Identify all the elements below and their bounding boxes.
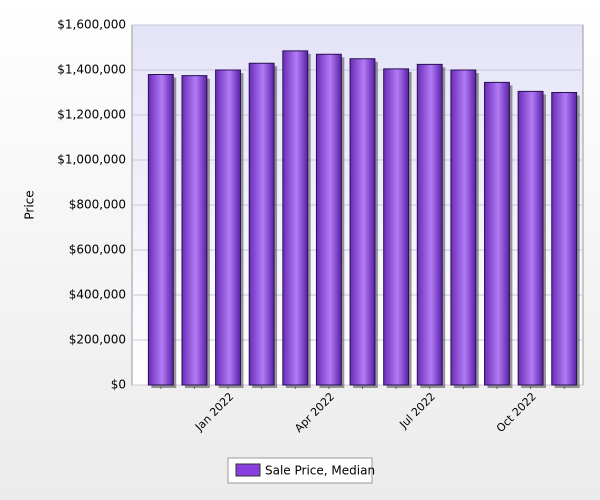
bar	[315, 53, 342, 386]
bar	[248, 62, 275, 386]
y-tick-label: $800,000	[69, 198, 126, 212]
bar	[551, 92, 578, 386]
bar	[349, 58, 376, 386]
y-tick-label: $1,200,000	[57, 108, 126, 122]
legend-swatch	[235, 463, 261, 477]
y-tick-label: $0	[111, 378, 126, 392]
bar	[416, 63, 443, 386]
bar	[181, 75, 208, 386]
legend: Sale Price, Median	[227, 457, 375, 484]
legend-label: Sale Price, Median	[265, 464, 375, 478]
y-tick-label: $1,400,000	[57, 63, 126, 77]
bar	[450, 69, 477, 386]
y-axis-label: Price	[23, 190, 37, 219]
bar	[383, 68, 410, 386]
y-tick-label: $400,000	[69, 288, 126, 302]
bar	[517, 90, 544, 386]
y-tick-label: $200,000	[69, 333, 126, 347]
y-tick-label: $1,000,000	[57, 153, 126, 167]
bar	[282, 50, 309, 386]
bar	[147, 74, 174, 386]
bar	[484, 81, 510, 386]
y-tick-label: $1,600,000	[57, 18, 126, 32]
bar	[215, 69, 241, 386]
y-tick-label: $600,000	[69, 243, 126, 257]
